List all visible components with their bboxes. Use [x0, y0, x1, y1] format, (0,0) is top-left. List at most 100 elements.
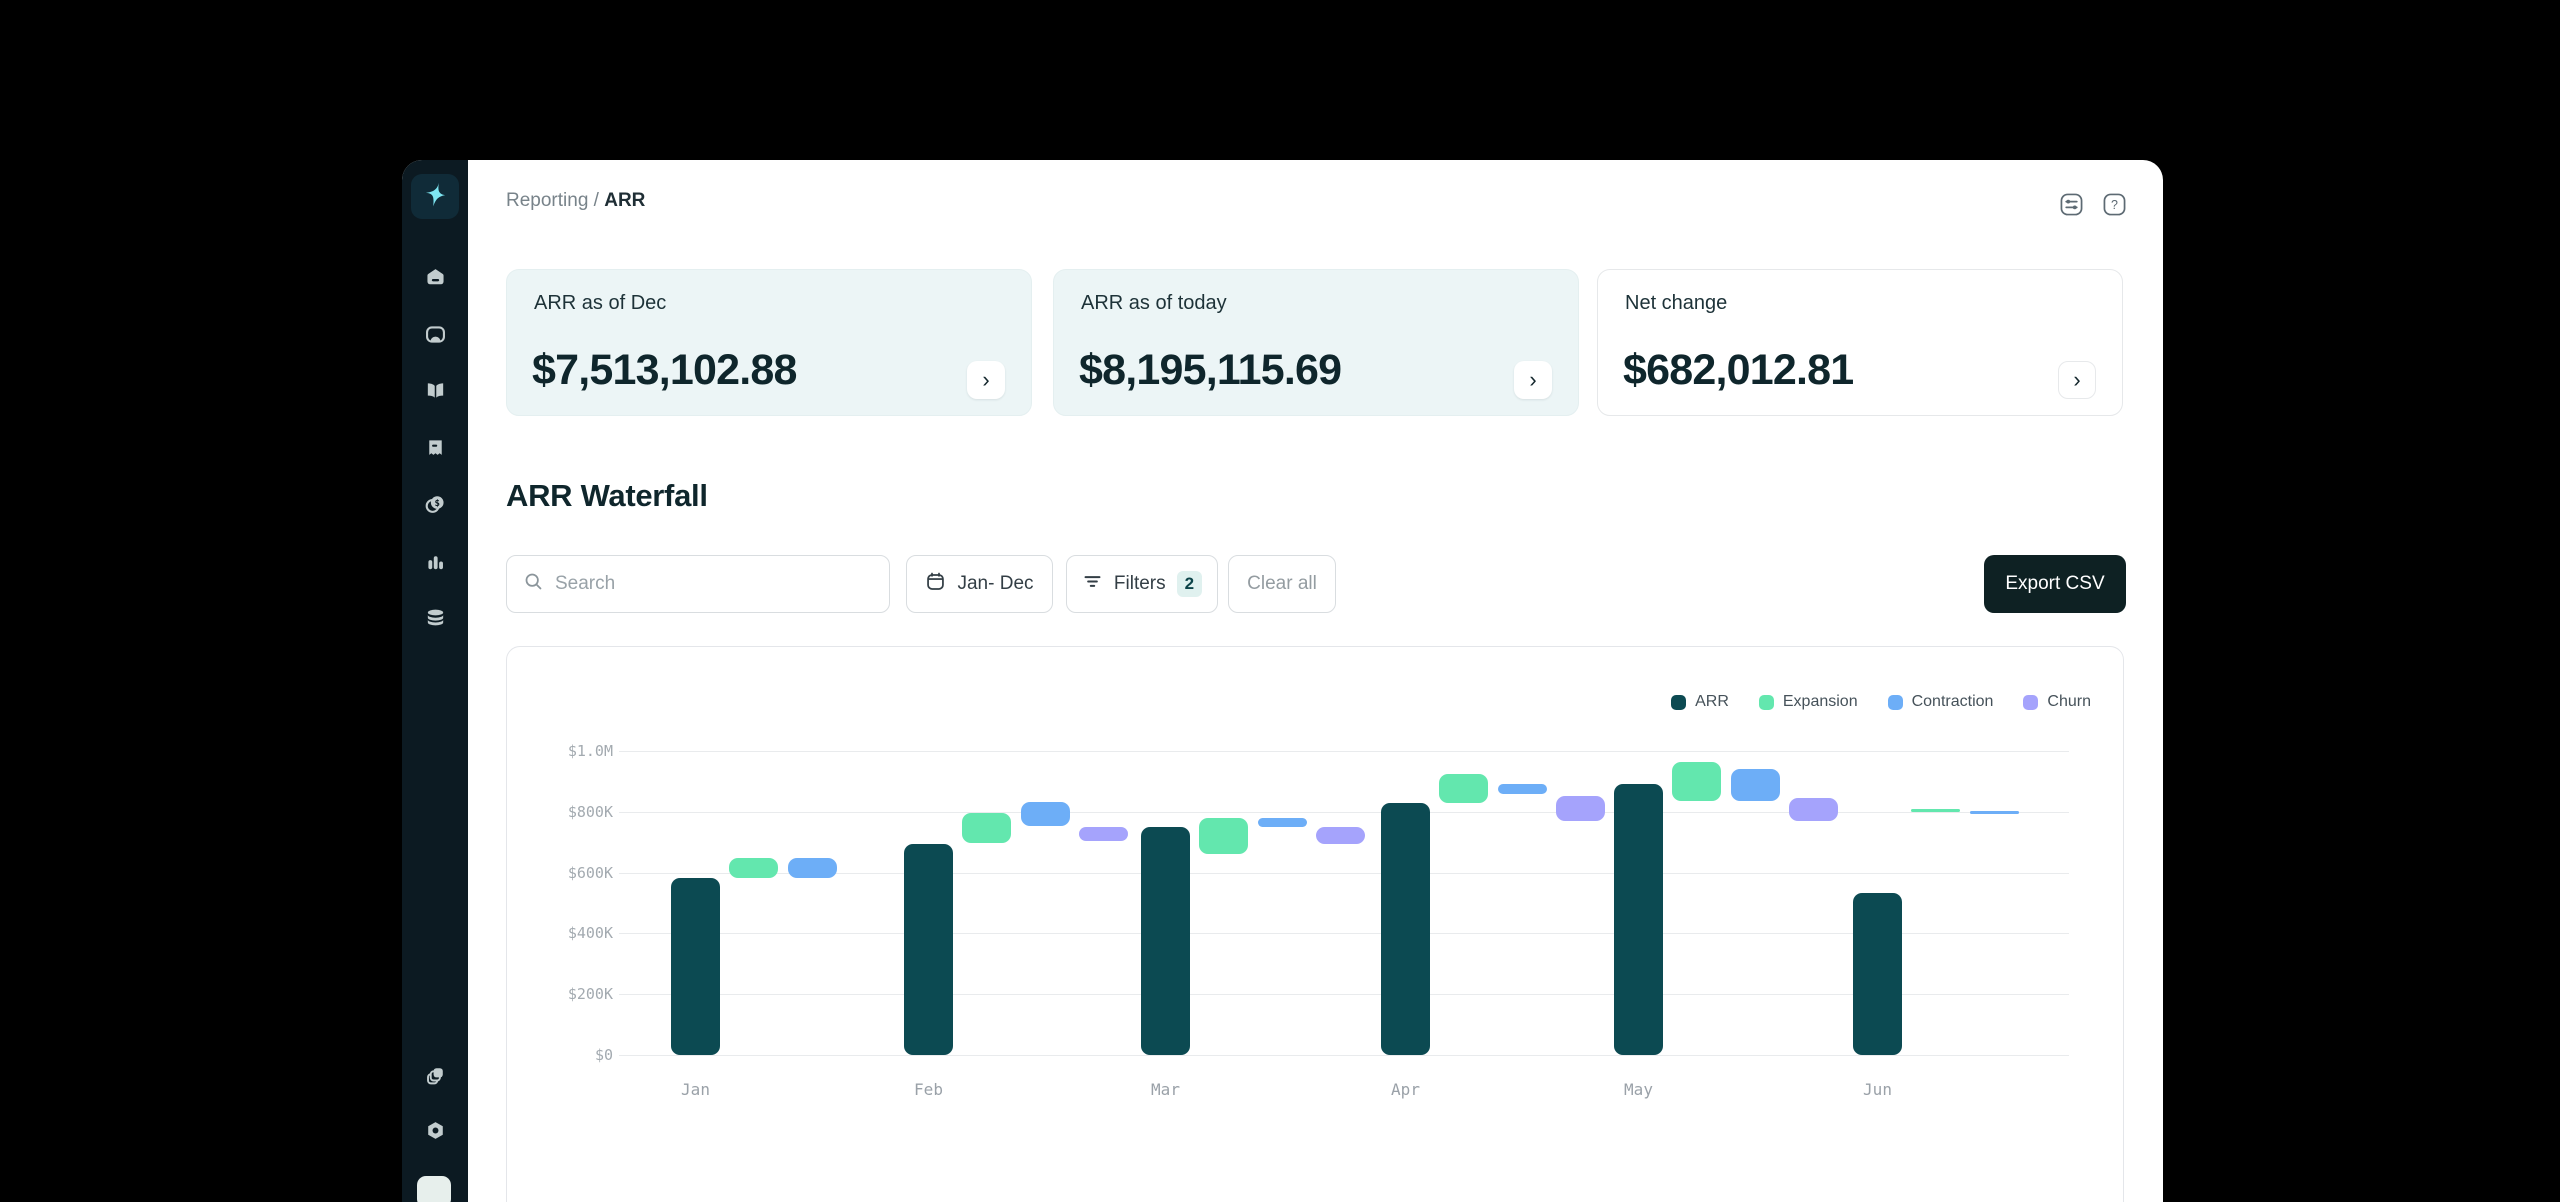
legend-swatch — [1887, 694, 1903, 710]
x-axis-month-label: Mar — [1151, 1080, 1180, 1099]
arr-waterfall-chart-card: ARR Expansion Contraction Churn $1.0M $800K $… — [506, 646, 2124, 1202]
waterfall-bar-may-arr[interactable] — [1614, 784, 1663, 1055]
breadcrumb: Reporting / ARR — [506, 190, 645, 212]
home-icon — [424, 266, 447, 289]
gridline — [619, 994, 2069, 996]
waterfall-bar-jan-expansion[interactable] — [729, 858, 778, 879]
settings-nut-icon — [424, 1119, 447, 1142]
sliders-icon — [2060, 193, 2083, 220]
waterfall-bar-may-contraction[interactable] — [1731, 768, 1780, 801]
question-mark-icon: ? — [2103, 193, 2126, 220]
breadcrumb-current: ARR — [604, 190, 646, 211]
date-range-label: Jan- Dec — [957, 573, 1034, 594]
kpi-label: Net change — [1625, 292, 1728, 314]
legend-item-arr[interactable]: ARR — [1671, 693, 1729, 711]
kpi-card-arr-today[interactable]: ARR as of today $8,195,115.69 › — [1053, 269, 1579, 416]
waterfall-bar-may-churn[interactable] — [1789, 798, 1838, 821]
sidebar-item-home[interactable] — [422, 264, 448, 290]
app-window: $ Re — [402, 160, 2163, 1202]
user-avatar[interactable] — [417, 1176, 451, 1202]
legend-item-churn[interactable]: Churn — [2023, 693, 2091, 711]
kpi-label: ARR as of Dec — [534, 292, 667, 314]
kpi-chevron-button[interactable]: › — [967, 361, 1005, 399]
kpi-value: $7,513,102.88 — [532, 346, 797, 394]
filters-count-badge: 2 — [1176, 571, 1203, 597]
waterfall-bar-mar-expansion[interactable] — [1199, 817, 1248, 855]
kpi-value: $8,195,115.69 — [1079, 346, 1342, 394]
y-axis-tick-label: $1.0M — [567, 742, 613, 760]
search-input[interactable]: Search — [506, 555, 890, 613]
legend-label: Churn — [2047, 693, 2091, 710]
gridline — [619, 811, 2069, 813]
book-icon — [424, 379, 447, 402]
waterfall-bar-apr-expansion[interactable] — [1439, 774, 1488, 803]
export-csv-button[interactable]: Export CSV — [1984, 555, 2126, 613]
waterfall-bar-apr-churn[interactable] — [1556, 795, 1605, 821]
date-range-button[interactable]: Jan- Dec — [906, 555, 1053, 613]
search-placeholder: Search — [555, 573, 616, 594]
legend-label: Contraction — [1911, 693, 1994, 710]
waterfall-bar-jun-contraction[interactable] — [1970, 810, 2019, 814]
y-axis-tick-label: $200K — [567, 985, 613, 1004]
waterfall-bar-jan-arr[interactable] — [671, 878, 720, 1055]
kpi-card-net-change[interactable]: Net change $682,012.81 › — [1597, 269, 2123, 416]
svg-text:$: $ — [434, 498, 439, 508]
kpi-label: ARR as of today — [1081, 292, 1227, 314]
breadcrumb-separator: / — [593, 190, 599, 211]
gridline — [619, 872, 2069, 874]
help-button[interactable]: ? — [2103, 193, 2126, 216]
waterfall-bar-jan-contraction[interactable] — [788, 858, 837, 879]
filters-button[interactable]: Filters 2 — [1066, 555, 1218, 613]
kpi-chevron-button[interactable]: › — [1514, 361, 1552, 399]
legend-item-expansion[interactable]: Expansion — [1758, 693, 1858, 711]
coins-icon: $ — [424, 493, 447, 516]
clear-all-button[interactable]: Clear all — [1228, 555, 1336, 613]
chart-legend: ARR Expansion Contraction Churn — [1671, 693, 2091, 711]
legend-swatch — [1671, 694, 1687, 710]
waterfall-bar-feb-contraction[interactable] — [1021, 802, 1070, 827]
legend-label: ARR — [1695, 693, 1729, 710]
layers-icon — [424, 1064, 447, 1087]
app-logo[interactable] — [411, 174, 459, 219]
gridline — [619, 933, 2069, 935]
waterfall-bar-apr-arr[interactable] — [1381, 802, 1430, 1055]
waterfall-bar-may-expansion[interactable] — [1672, 761, 1721, 801]
x-axis-month-label: Jun — [1863, 1080, 1892, 1099]
kpi-chevron-button[interactable]: › — [2058, 361, 2096, 399]
sidebar-item-inbox[interactable] — [422, 321, 448, 347]
y-axis-tick-label: $800K — [567, 802, 613, 821]
sidebar-item-data[interactable] — [422, 604, 448, 630]
kpi-card-arr-dec[interactable]: ARR as of Dec $7,513,102.88 › — [506, 269, 1032, 416]
sidebar-item-revenue[interactable]: $ — [422, 491, 448, 517]
waterfall-bar-feb-arr[interactable] — [904, 844, 953, 1055]
waterfall-bar-feb-expansion[interactable] — [962, 813, 1011, 844]
receipt-icon — [424, 437, 447, 460]
waterfall-bar-feb-churn[interactable] — [1079, 827, 1128, 841]
svg-text:?: ? — [2111, 198, 2118, 212]
chevron-right-icon: › — [1529, 367, 1537, 392]
x-axis-month-label: Jan — [681, 1080, 710, 1099]
gridline — [619, 1055, 2069, 1056]
breadcrumb-section[interactable]: Reporting — [506, 190, 589, 211]
waterfall-bar-mar-arr[interactable] — [1141, 827, 1190, 1055]
legend-swatch — [2023, 694, 2039, 710]
waterfall-bar-mar-churn[interactable] — [1316, 827, 1365, 845]
legend-item-contraction[interactable]: Contraction — [1887, 693, 1994, 711]
sidebar-item-settings[interactable] — [422, 1117, 448, 1143]
sidebar-item-integrations[interactable] — [422, 1062, 448, 1088]
legend-label: Expansion — [1782, 693, 1858, 710]
waterfall-bar-apr-contraction[interactable] — [1498, 784, 1547, 795]
waterfall-bar-mar-contraction[interactable] — [1258, 817, 1307, 827]
preferences-button[interactable] — [2060, 193, 2083, 216]
sidebar-item-docs[interactable] — [422, 377, 448, 403]
bar-chart-icon — [424, 551, 447, 574]
x-axis-month-label: Feb — [914, 1080, 943, 1099]
y-axis-tick-label: $400K — [567, 924, 613, 943]
sidebar-item-reports[interactable] — [422, 549, 448, 575]
sidebar-item-invoices[interactable] — [422, 435, 448, 461]
waterfall-bar-jun-expansion[interactable] — [1911, 809, 1960, 813]
waterfall-bar-jun-arr[interactable] — [1853, 892, 1902, 1055]
chevron-right-icon: › — [2073, 367, 2081, 392]
inbox-icon — [424, 323, 447, 346]
x-axis-month-label: May — [1624, 1080, 1653, 1099]
